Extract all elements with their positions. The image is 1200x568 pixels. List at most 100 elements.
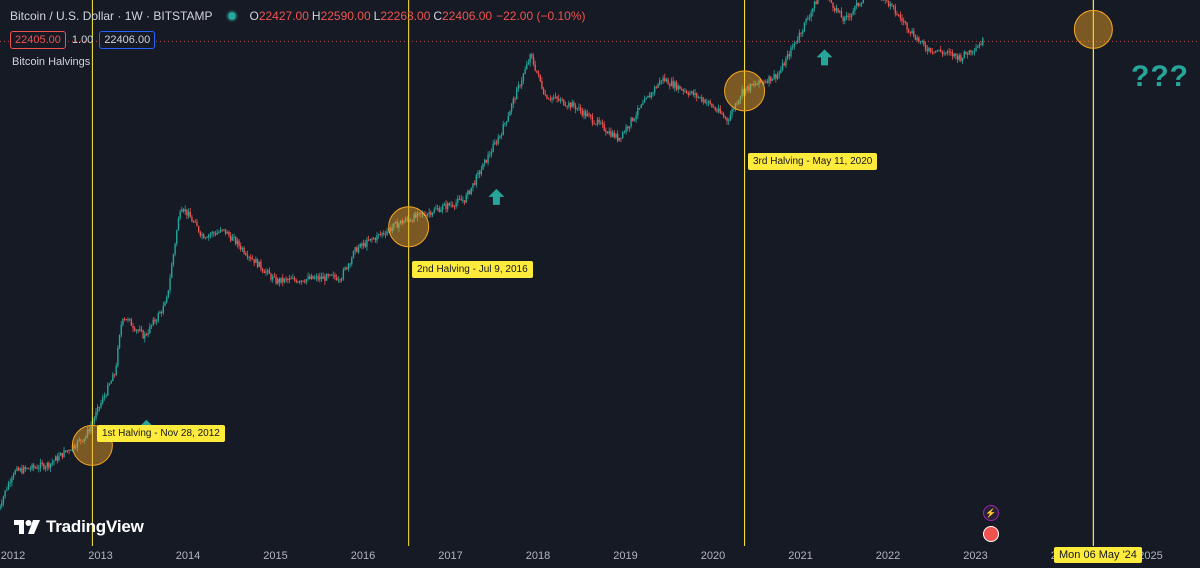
candle-body bbox=[123, 318, 126, 320]
candle-body bbox=[478, 172, 481, 174]
candle-body bbox=[2, 496, 5, 504]
candle-body bbox=[96, 406, 99, 412]
candle-body bbox=[940, 49, 942, 52]
candle-body bbox=[322, 276, 324, 279]
candle-body bbox=[206, 237, 208, 239]
candle-body bbox=[603, 123, 605, 131]
candle-body bbox=[536, 70, 538, 73]
buy-price-button[interactable]: 22406.00 bbox=[99, 31, 156, 49]
candle-body bbox=[191, 217, 193, 222]
candle-body bbox=[650, 92, 653, 98]
candle-body bbox=[793, 43, 796, 47]
candle-body bbox=[159, 312, 161, 314]
candle-body bbox=[85, 436, 87, 439]
x-tick-label: 2017 bbox=[438, 550, 463, 562]
ohlc-open-key: O bbox=[249, 9, 259, 23]
candle-body bbox=[234, 236, 237, 244]
candle-body bbox=[344, 267, 346, 270]
sell-price-button[interactable]: 22405.00 bbox=[10, 31, 66, 49]
candle-body bbox=[786, 54, 789, 59]
candle-body bbox=[383, 233, 385, 234]
candle-body bbox=[213, 232, 215, 234]
candle-body bbox=[578, 107, 580, 109]
candle-body bbox=[677, 85, 679, 90]
candle-body bbox=[620, 137, 622, 139]
candle-body bbox=[768, 76, 770, 83]
candle-body bbox=[709, 101, 711, 104]
candle-body bbox=[303, 281, 306, 283]
candle-body bbox=[632, 117, 634, 121]
candle-body bbox=[340, 278, 343, 281]
candle-body bbox=[248, 257, 250, 258]
candle-body bbox=[808, 17, 811, 19]
candle-body bbox=[729, 114, 732, 121]
x-tick-label: 2018 bbox=[525, 550, 551, 562]
candle-body bbox=[697, 97, 700, 98]
candle-body bbox=[33, 464, 35, 468]
candle-body bbox=[696, 93, 698, 98]
candle-body bbox=[541, 80, 543, 89]
candle-body bbox=[480, 169, 483, 174]
candle-body bbox=[948, 51, 950, 53]
candle-body bbox=[692, 91, 695, 95]
candle-body bbox=[938, 49, 940, 51]
candle-body bbox=[332, 274, 334, 276]
candle-body bbox=[568, 102, 570, 107]
candle-body bbox=[847, 15, 849, 17]
candle-body bbox=[929, 48, 932, 52]
candle-body bbox=[956, 55, 959, 60]
candle-body bbox=[914, 36, 917, 40]
candle-body bbox=[233, 236, 235, 238]
candle-body bbox=[699, 97, 701, 98]
candle-body bbox=[51, 462, 53, 464]
candle-body bbox=[707, 101, 710, 103]
candle-body bbox=[763, 81, 765, 83]
candle-body bbox=[86, 429, 89, 437]
spread-value: 1.00 bbox=[71, 34, 94, 46]
candle-body bbox=[320, 276, 323, 279]
candle-body bbox=[330, 274, 333, 276]
candle-body bbox=[83, 438, 85, 442]
candle-body bbox=[260, 261, 262, 269]
candle-body bbox=[743, 89, 745, 94]
candle-body bbox=[29, 468, 32, 470]
candle-body bbox=[913, 30, 915, 37]
candle-body bbox=[802, 30, 804, 34]
candle-body bbox=[859, 4, 861, 6]
symbol-title[interactable]: Bitcoin / U.S. Dollar · 1W · BITSTAMP bbox=[10, 9, 213, 23]
candle-body bbox=[563, 99, 565, 106]
candle-body bbox=[815, 1, 817, 5]
candle-body bbox=[468, 190, 471, 194]
candle-body bbox=[971, 51, 974, 53]
candle-body bbox=[776, 74, 779, 79]
candle-body bbox=[813, 1, 816, 9]
time-axis[interactable]: 2012 2013 2014 2015 2016 2017 2018 2019 2020 2021… bbox=[0, 546, 1200, 568]
candle-body bbox=[110, 381, 112, 384]
candle-body bbox=[753, 84, 755, 86]
candle-body bbox=[415, 214, 417, 218]
candle-body bbox=[721, 112, 723, 115]
candle-body bbox=[275, 276, 277, 284]
candle-body bbox=[219, 229, 222, 233]
candle-body bbox=[618, 137, 621, 141]
ohlc-low-key: L bbox=[373, 9, 381, 23]
us-flag-icon[interactable] bbox=[983, 526, 999, 542]
candle-body bbox=[852, 11, 854, 14]
candle-body bbox=[770, 76, 772, 81]
candle-body bbox=[837, 8, 839, 12]
candle-body bbox=[524, 69, 526, 74]
candle-body bbox=[0, 506, 1, 509]
candle-body bbox=[963, 51, 965, 58]
candle-body bbox=[11, 477, 13, 483]
candle-body bbox=[315, 276, 318, 278]
candle-body bbox=[812, 8, 814, 13]
candle-body bbox=[379, 234, 382, 235]
candle-body bbox=[196, 221, 198, 227]
candle-body bbox=[660, 80, 663, 82]
candle-body bbox=[58, 455, 60, 461]
candle-body bbox=[194, 221, 196, 223]
candle-body bbox=[672, 80, 674, 88]
indicator-title[interactable]: Bitcoin Halvings bbox=[12, 56, 91, 68]
lightning-icon[interactable]: ⚡ bbox=[983, 505, 999, 521]
